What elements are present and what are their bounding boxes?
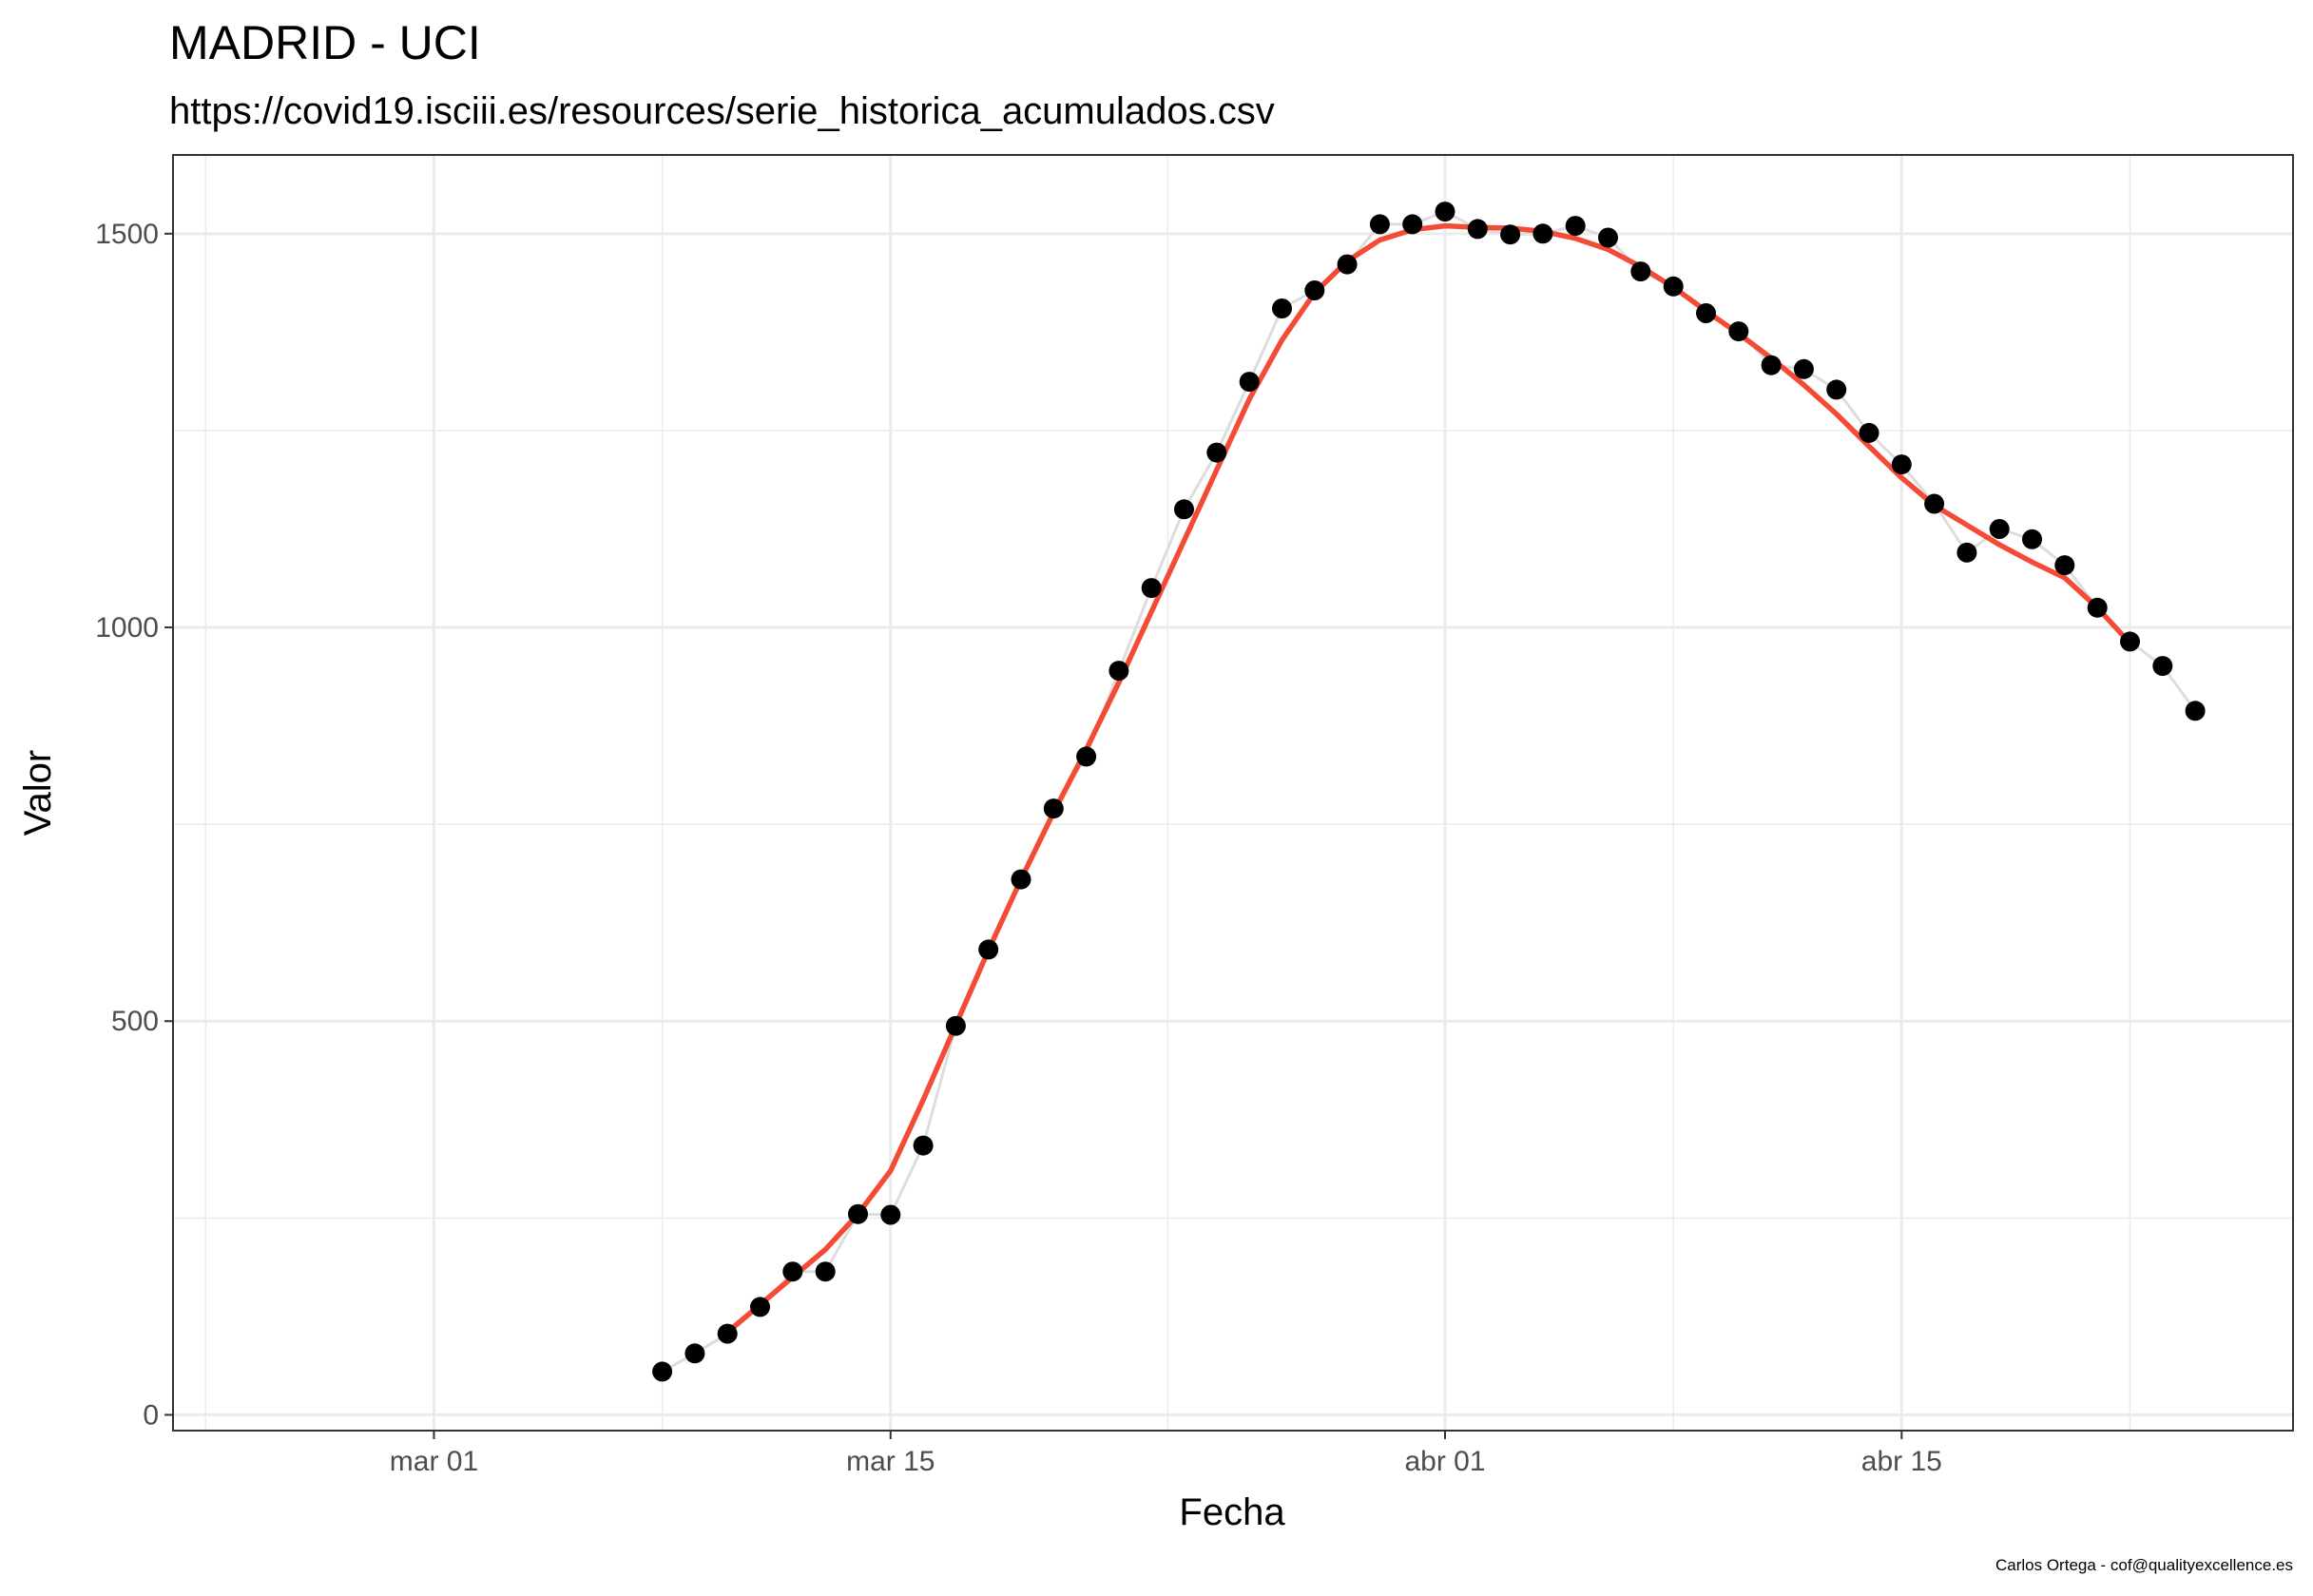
data-point [1108,661,1129,682]
series-connecting-line [661,209,2197,1374]
data-point [880,1204,901,1225]
chart-title: MADRID - UCI [169,16,481,69]
data-point [1696,303,1716,323]
data-point [2022,529,2042,549]
data-point [1859,422,1879,443]
data-point [1891,454,1912,475]
data-point [2120,631,2140,652]
chart-subtitle: https://covid19.isciii.es/resources/seri… [169,90,1275,132]
smooth-trend-line [724,222,2133,1336]
data-point [1500,224,1521,245]
y-tick-label: 500 [111,1006,159,1037]
series-smooth-line [724,222,2133,1336]
data-point [1532,223,1553,244]
connecting-line [661,209,2197,1374]
data-point [2185,701,2206,721]
data-point [1272,298,1292,318]
data-point [1663,276,1684,297]
data-point [2054,555,2075,576]
data-point [684,1343,705,1364]
x-tick-label: mar 01 [390,1446,478,1477]
data-point [1337,254,1358,275]
data-point [1598,227,1618,248]
data-point [1369,214,1390,235]
caption: Carlos Ortega - cof@qualityexcellence.es [1995,1556,2293,1574]
data-point [1630,261,1651,282]
major-gridlines [173,155,2293,1431]
data-point [1924,493,1945,514]
data-point [1761,355,1782,375]
data-point [717,1323,738,1344]
x-axis-title: Fecha [1179,1491,1285,1533]
x-tick-label: abr 01 [1404,1446,1485,1477]
data-point [2087,597,2108,618]
data-point [945,1015,966,1036]
data-point [1989,519,2010,539]
data-point [1076,746,1097,767]
data-point [1402,214,1423,235]
data-point [1467,219,1488,240]
data-point [2152,656,2173,677]
data-point [1043,798,1064,819]
data-point [652,1361,673,1382]
data-point [1956,542,1977,563]
data-point [782,1261,803,1282]
y-tick-label: 1500 [95,219,159,250]
data-point [913,1135,934,1156]
panel-border [172,154,2294,1432]
data-point [1141,578,1162,599]
x-tick-label: abr 15 [1861,1446,1942,1477]
data-point [1565,216,1586,237]
data-point [978,939,999,960]
minor-gridlines [173,155,2293,1431]
y-tick-label: 0 [143,1399,159,1431]
data-point [1304,280,1325,300]
data-points [652,202,2206,1382]
data-point [1239,372,1260,393]
data-point [848,1203,868,1224]
y-tick-label: 1000 [95,612,159,644]
x-axis-ticks: mar 01 mar 15 abr 01 abr 15 [390,1431,1942,1477]
data-point [750,1297,770,1317]
data-point [1206,442,1227,463]
data-point [1011,869,1031,890]
data-point [815,1261,836,1282]
y-axis-ticks: 0 500 1000 1500 [95,219,173,1431]
x-tick-label: mar 15 [846,1446,935,1477]
data-point [1793,358,1814,379]
data-point [1174,499,1194,520]
data-point [1728,321,1749,342]
y-axis-title: Valor [17,750,59,836]
data-point [1826,379,1847,400]
data-point [1435,202,1455,222]
